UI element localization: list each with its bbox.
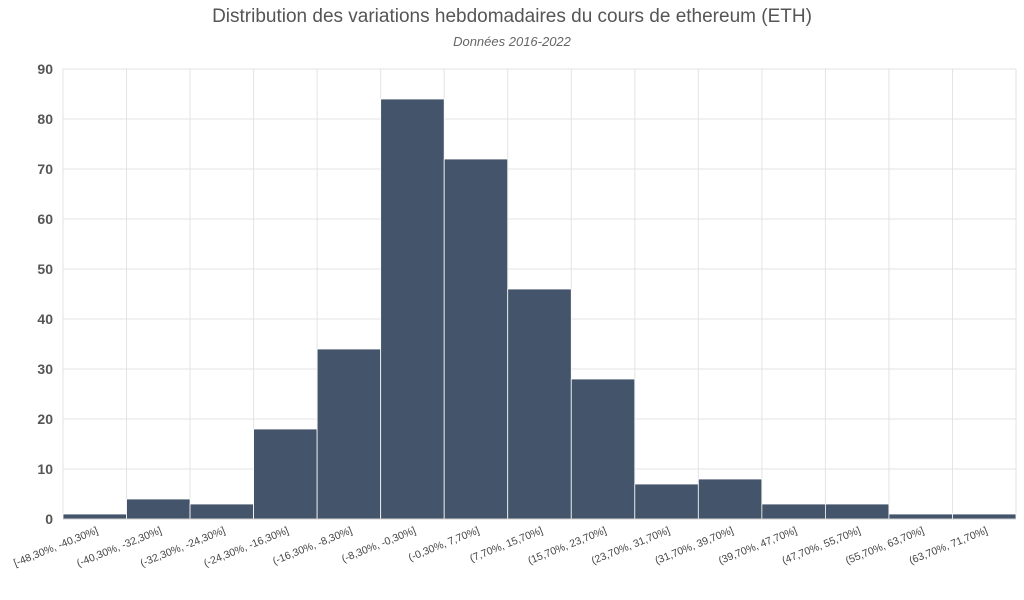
bar — [316, 348, 382, 520]
y-tick-label: 20 — [37, 411, 53, 427]
bar — [380, 98, 445, 520]
y-tick-label: 70 — [37, 161, 53, 177]
y-tick-label: 40 — [37, 311, 53, 327]
bar — [697, 478, 763, 520]
y-tick-label: 90 — [37, 61, 53, 77]
y-tick-label: 10 — [37, 461, 53, 477]
chart-title: Distribution des variations hebdomadaire… — [212, 6, 812, 27]
chart-subtitle: Données 2016-2022 — [453, 34, 571, 49]
bar — [888, 513, 953, 520]
y-tick-label: 0 — [45, 511, 53, 527]
bar — [570, 378, 636, 520]
bar — [634, 483, 699, 520]
grid-lines — [62, 68, 1017, 520]
y-tick-label: 60 — [37, 211, 53, 227]
y-tick-label: 80 — [37, 111, 53, 127]
y-tick-label: 50 — [37, 261, 53, 277]
bar — [253, 428, 318, 520]
bar — [62, 513, 127, 520]
y-axis: 0 10 20 30 40 50 60 70 80 90 — [37, 61, 53, 527]
bar — [761, 503, 826, 520]
bar — [126, 498, 191, 520]
bar — [952, 513, 1017, 520]
bars — [62, 98, 1017, 520]
x-axis: [-48,30%, -40,30%](-40,30%, -32,30%](-32… — [12, 518, 1016, 570]
bar — [443, 158, 509, 520]
bar — [507, 288, 572, 520]
y-tick-label: 30 — [37, 361, 53, 377]
bar — [825, 503, 890, 520]
bar — [189, 503, 254, 520]
